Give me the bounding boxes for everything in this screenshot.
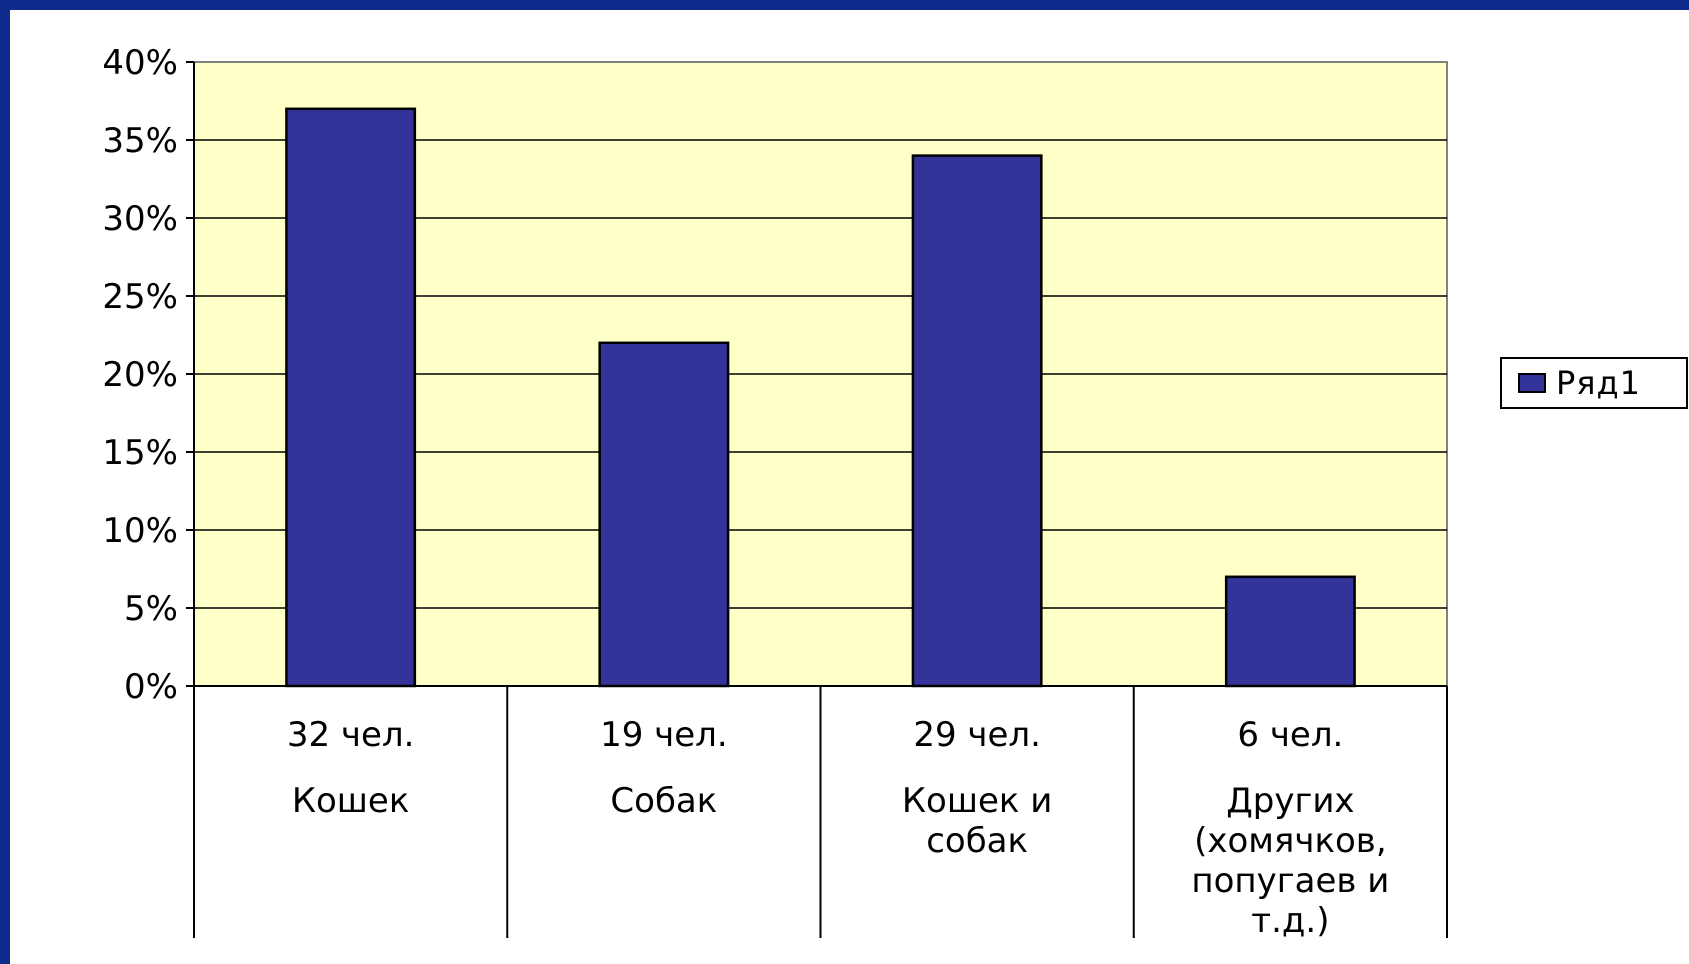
y-tick-label: 10% [102, 511, 178, 551]
category-label: 19 чел. [600, 715, 728, 755]
y-tick-label: 40% [102, 43, 178, 83]
category-label: 6 чел. [1237, 715, 1343, 755]
y-tick-label: 25% [102, 277, 178, 317]
y-tick-label: 35% [102, 121, 178, 161]
y-tick-label: 30% [102, 199, 178, 239]
y-tick-label: 15% [102, 433, 178, 473]
category-label: Кошек и [902, 781, 1052, 821]
bar [911, 154, 1043, 688]
y-tick-label: 5% [124, 589, 178, 629]
bar [598, 341, 730, 688]
bar-chart: 0% 5% 10% 15% 20% 25% 30% 35% 40% 32 чел. Кошек 19 … [102, 43, 1448, 941]
category-label: попугаев и [1191, 861, 1389, 901]
chart-frame: 0% 5% 10% 15% 20% 25% 30% 35% 40% 32 чел. Кошек 19 … [10, 10, 1689, 964]
category-label: Кошек [292, 781, 410, 821]
category-label: Других [1226, 781, 1354, 821]
category-label: (хомячков, [1194, 821, 1387, 861]
bar [285, 107, 417, 688]
legend-label: Ряд1 [1556, 364, 1642, 402]
category-label: собак [926, 821, 1028, 861]
category-label: 29 чел. [913, 715, 1041, 755]
category-label: т.д.) [1251, 901, 1329, 941]
category-label: 32 чел. [287, 715, 415, 755]
y-tick-label: 20% [102, 355, 178, 395]
category-label: Собак [610, 781, 717, 821]
legend-swatch [1518, 373, 1546, 393]
bar [1224, 575, 1356, 688]
legend: Ряд1 [1500, 357, 1688, 409]
y-tick-label: 0% [124, 667, 178, 707]
